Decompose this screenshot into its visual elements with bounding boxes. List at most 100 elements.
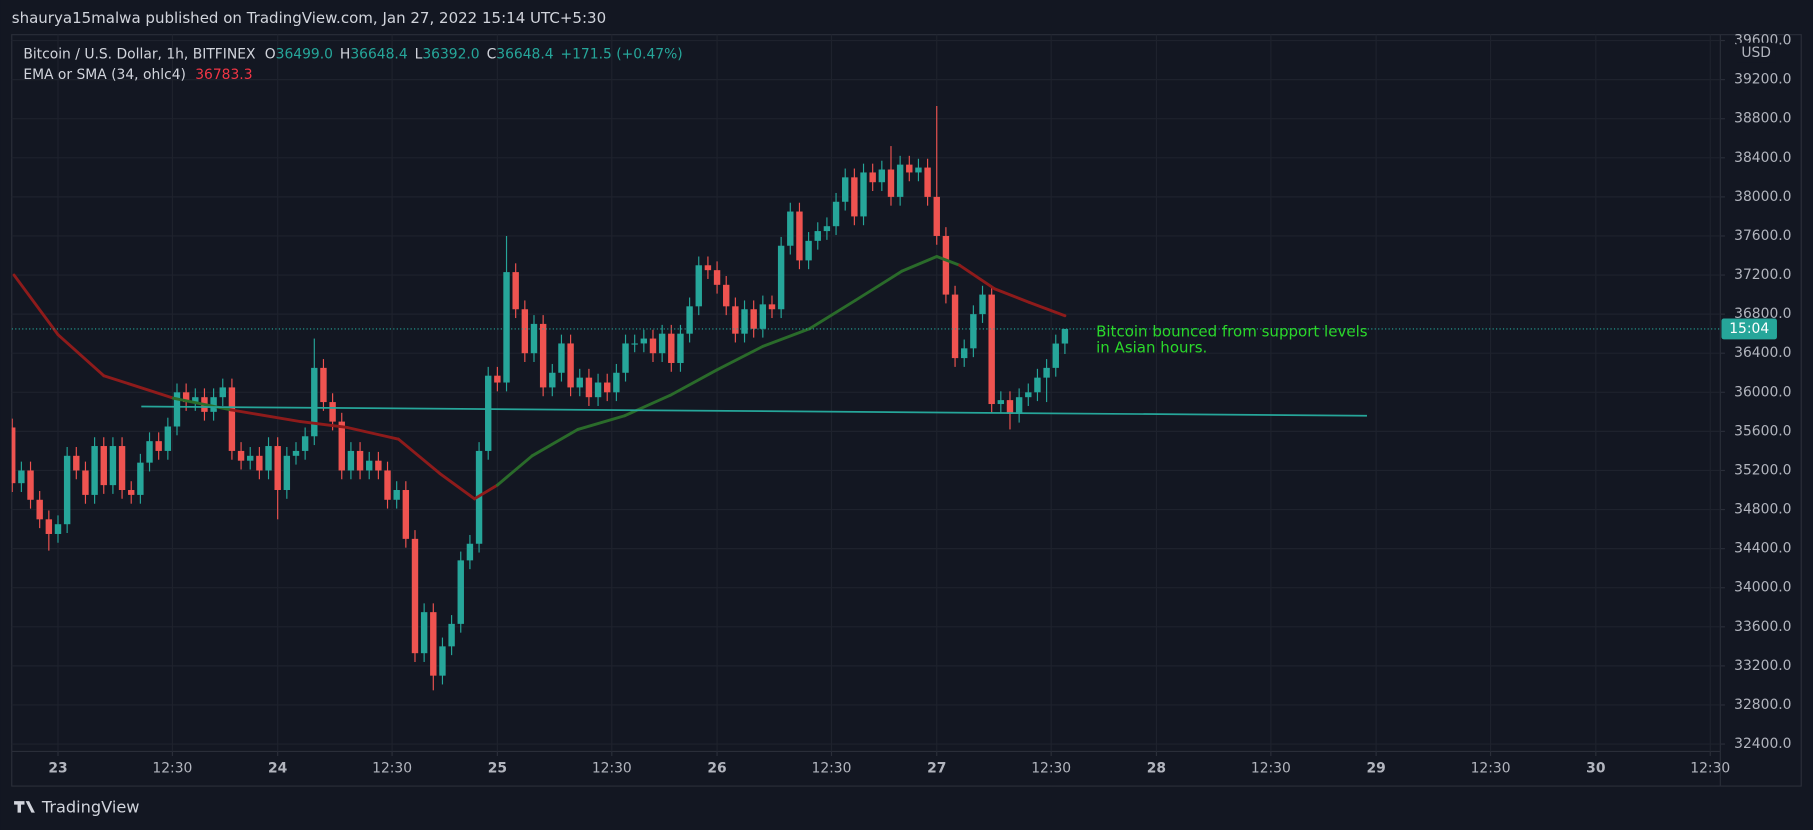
legend-ohlc-value: 36648.4 — [350, 46, 407, 62]
candle-body — [622, 343, 629, 373]
candle-body — [384, 470, 391, 500]
plot-frame — [11, 34, 1802, 787]
candle-body — [658, 333, 666, 354]
y-tick-label: 33600.0 — [1734, 619, 1791, 635]
candle-body — [567, 343, 574, 388]
y-tick-label: 37200.0 — [1734, 267, 1791, 283]
candle-body — [878, 169, 886, 183]
logo-icon — [14, 801, 35, 813]
candle-body — [292, 450, 300, 456]
candle-body — [219, 387, 226, 398]
candle-body — [759, 304, 767, 329]
candle-body — [247, 455, 254, 461]
candle-body — [91, 446, 98, 495]
ema-segment — [900, 255, 939, 273]
candle-body — [439, 646, 446, 676]
countdown: 15:04 — [1729, 321, 1769, 337]
candle-body — [549, 372, 556, 388]
candle-body — [640, 338, 648, 344]
candle-body — [182, 392, 190, 403]
candle-body — [375, 460, 382, 471]
candle-body — [631, 343, 638, 345]
x-tick-label: 12:30 — [1251, 761, 1291, 777]
candle-body — [265, 446, 272, 471]
legend-ohlc-label: H — [340, 46, 350, 62]
candle-body — [237, 450, 245, 461]
x-tick-label: 12:30 — [1031, 761, 1071, 777]
ema-segment — [576, 414, 627, 431]
candle-body — [1034, 377, 1041, 393]
candle-body — [750, 309, 757, 329]
legend-indicator: EMA or SMA (34, ohlc4) 36783.3 — [23, 67, 252, 83]
candle-body — [503, 272, 510, 383]
legend-ohlc-value: 36648.4 — [496, 46, 553, 62]
candle-body — [283, 455, 291, 491]
ema-segment — [623, 393, 672, 418]
header: shaurya15malwa published on TradingView.… — [12, 9, 606, 27]
candle-body — [228, 387, 236, 451]
candle-body — [924, 167, 931, 197]
ema-segment — [853, 269, 904, 302]
candle-body — [512, 272, 519, 310]
candle-body — [256, 455, 263, 471]
legend-ohlc-label: C — [487, 46, 497, 62]
legend-ohlc-label: O — [265, 46, 276, 62]
currency-box — [1736, 42, 1776, 63]
candle-body — [668, 333, 675, 363]
candle-body — [869, 172, 876, 183]
ema-segment — [935, 255, 962, 267]
candle-body — [576, 377, 583, 388]
x-tick-label: 25 — [488, 761, 507, 777]
x-tick-label: 26 — [707, 761, 726, 777]
candle-body — [411, 538, 419, 654]
candle-body — [823, 226, 831, 232]
candle-body — [961, 348, 968, 359]
candle-body — [713, 270, 721, 285]
ema-segment — [345, 426, 400, 441]
candle-body — [942, 235, 950, 295]
x-tick-label: 12:30 — [812, 761, 852, 777]
ema-segment — [299, 420, 349, 429]
candle-body — [796, 211, 803, 261]
ema-segment — [530, 427, 580, 458]
candle-body — [18, 470, 25, 484]
ema-segment — [958, 263, 996, 291]
candle-body — [768, 304, 776, 310]
legend-ohlc-label: L — [415, 46, 423, 62]
ema-segment — [56, 333, 106, 378]
candle-body — [979, 294, 986, 315]
countdown-box — [1721, 318, 1777, 340]
candle-body — [494, 375, 501, 383]
candle-body — [1006, 400, 1014, 414]
candle-body — [301, 436, 309, 451]
candle-body — [192, 397, 199, 403]
ema-segment — [808, 299, 857, 331]
candle-body — [832, 201, 840, 227]
candle-body — [723, 284, 730, 307]
y-tick-label: 32400.0 — [1734, 736, 1791, 752]
x-tick-label: 12:30 — [1690, 761, 1730, 777]
legend-symbol: Bitcoin / U.S. Dollar, 1h, BITFINEX — [23, 46, 256, 62]
candle-body — [613, 372, 620, 393]
candle-body — [530, 323, 538, 354]
y-tick-label: 35600.0 — [1734, 423, 1791, 439]
candle-body — [851, 177, 858, 217]
y-tick-label: 35200.0 — [1734, 462, 1791, 478]
candle-body — [814, 231, 821, 241]
candle-body — [173, 392, 181, 427]
annotation: in Asian hours. — [1096, 338, 1207, 356]
candle-body — [686, 306, 693, 334]
candle-body — [155, 441, 162, 451]
candle-body — [741, 309, 748, 334]
candle-body — [777, 245, 785, 310]
candle-body — [63, 455, 71, 525]
overlay: 32400.0 32800.0 33200.0 33600.0 34000.0 34400… — [23, 33, 1791, 777]
candle-body — [420, 612, 428, 654]
ema-segment — [1027, 300, 1067, 318]
x-tick-label: 12:30 — [152, 761, 192, 777]
candle-body — [695, 265, 702, 307]
y-tick-label: 36800.0 — [1734, 306, 1791, 322]
candle-body — [11, 427, 16, 484]
